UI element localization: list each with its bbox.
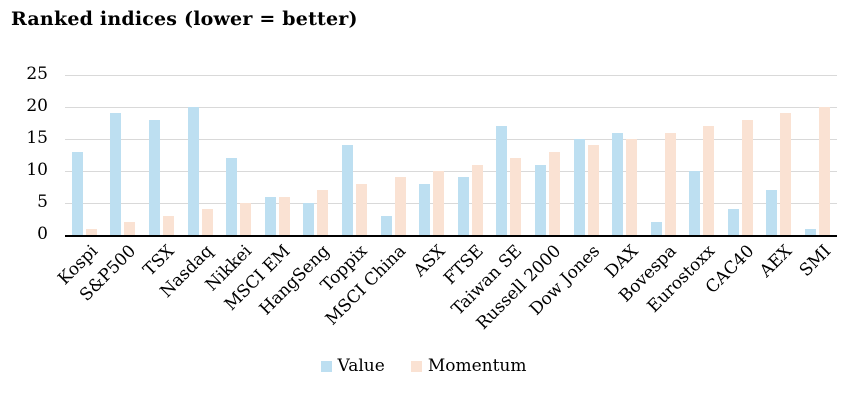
momentum-bar: [664, 132, 676, 235]
value-legend-swatch: [320, 360, 332, 372]
y-axis-label: 15: [26, 128, 48, 148]
value-bar: [341, 145, 353, 235]
value-legend-label: Value: [337, 356, 385, 376]
momentum-bar: [780, 113, 792, 235]
value-bar: [727, 209, 739, 235]
value-bar: [110, 113, 122, 235]
legend-item-value: Value: [320, 356, 385, 376]
bar-group: [65, 75, 104, 235]
bar-group: [181, 75, 220, 235]
value-bar: [650, 222, 662, 235]
bar-group: [104, 75, 143, 235]
momentum-bar: [510, 158, 522, 235]
momentum-bar: [317, 190, 329, 235]
grid-layer: [65, 75, 837, 235]
chart-title: Ranked indices (lower = better): [11, 8, 358, 30]
value-bar: [457, 177, 469, 235]
value-bar: [303, 203, 315, 235]
y-axis-label: 25: [26, 64, 48, 84]
gridline: [65, 139, 837, 140]
bar-group: [374, 75, 413, 235]
momentum-bar: [201, 209, 213, 235]
value-bar: [766, 190, 778, 235]
bars-layer: [65, 75, 837, 235]
y-axis-label: 5: [37, 192, 48, 212]
plot-area: [65, 75, 837, 237]
bar-group: [528, 75, 567, 235]
bar-group: [721, 75, 760, 235]
momentum-bar: [626, 139, 638, 235]
momentum-bar: [394, 177, 406, 235]
value-bar: [380, 215, 392, 235]
value-bar: [534, 164, 546, 235]
x-axis-label: SMI: [795, 241, 836, 281]
y-axis-label: 0: [37, 224, 48, 244]
momentum-bar: [278, 196, 290, 235]
bar-group: [451, 75, 490, 235]
momentum-bar: [85, 228, 97, 235]
momentum-bar: [162, 215, 174, 235]
value-bar: [689, 171, 701, 235]
momentum-bar: [741, 119, 753, 235]
gridline: [65, 75, 837, 76]
x-axis: Kospi S&P500 TSX Nasdaq Nikkei MSCI EM HangSen…: [54, 241, 837, 350]
value-bar: [573, 139, 585, 235]
value-bar: [71, 151, 83, 235]
bar-group: [798, 75, 837, 235]
bar-group: [683, 75, 722, 235]
bar-group: [644, 75, 683, 235]
value-bar: [187, 107, 199, 235]
value-bar: [612, 132, 624, 235]
bar-group: [605, 75, 644, 235]
value-bar: [226, 158, 238, 235]
momentum-bar: [124, 222, 136, 235]
legend-item-momentum: Momentum: [410, 356, 527, 376]
bar-group: [142, 75, 181, 235]
momentum-bar: [433, 171, 445, 235]
bar-group: [567, 75, 606, 235]
value-bar: [496, 126, 508, 235]
y-axis-label: 20: [26, 96, 48, 116]
momentum-legend-label: Momentum: [427, 356, 527, 376]
bar-group: [335, 75, 374, 235]
x-axis-label: AEX: [756, 241, 797, 282]
y-axis-label: 10: [26, 160, 48, 180]
y-axis: 0 5 10 15 20 25: [0, 66, 55, 243]
momentum-bar: [819, 107, 831, 235]
bar-group: [297, 75, 336, 235]
momentum-bar: [587, 145, 599, 235]
value-bar: [264, 196, 276, 235]
bar-group: [490, 75, 529, 235]
momentum-bar: [703, 126, 715, 235]
value-bar: [805, 228, 817, 235]
value-bar: [419, 183, 431, 235]
momentum-bar: [355, 183, 367, 235]
bar-group: [258, 75, 297, 235]
gridline: [65, 203, 837, 204]
bar-group: [760, 75, 799, 235]
bar-group: [412, 75, 451, 235]
momentum-legend-swatch: [410, 360, 422, 372]
gridline: [65, 107, 837, 108]
gridline: [65, 171, 837, 172]
bar-group: [219, 75, 258, 235]
value-bar: [148, 119, 160, 235]
momentum-bar: [548, 151, 560, 235]
momentum-bar: [471, 164, 483, 235]
legend: Value Momentum: [0, 356, 847, 376]
momentum-bar: [240, 203, 252, 235]
